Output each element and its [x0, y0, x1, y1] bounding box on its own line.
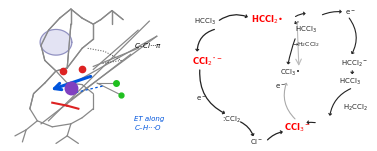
Text: ET along
$C$–H···O: ET along $C$–H···O	[134, 116, 165, 132]
Text: e$^-$: e$^-$	[196, 95, 207, 103]
Text: e$^-$: e$^-$	[275, 82, 286, 90]
Text: HCCl$_2$$^-$: HCCl$_2$$^-$	[341, 58, 368, 69]
Text: $C$–Cl···$\pi$: $C$–Cl···$\pi$	[134, 41, 162, 50]
Text: HCCl$_2$•: HCCl$_2$•	[251, 13, 283, 26]
Text: :CCl$_2$: :CCl$_2$	[222, 115, 241, 125]
Text: →H$_2$CCl$_2$: →H$_2$CCl$_2$	[292, 40, 320, 49]
Text: e$^-$: e$^-$	[345, 8, 356, 16]
Text: CCl$_3$•: CCl$_3$•	[280, 67, 300, 78]
Text: H$_2$CCl$_2$: H$_2$CCl$_2$	[343, 103, 368, 113]
Text: Cl$^-$: Cl$^-$	[250, 137, 264, 146]
Text: HCCl$_3$: HCCl$_3$	[339, 77, 361, 87]
Polygon shape	[40, 29, 72, 55]
Text: CCl$_2$˙$^-$: CCl$_2$˙$^-$	[192, 56, 223, 68]
Text: CCl$_3$$^-$: CCl$_3$$^-$	[284, 121, 311, 134]
Text: HCCl$_3$: HCCl$_3$	[295, 25, 317, 35]
Text: HCCl$_3$: HCCl$_3$	[194, 17, 216, 27]
